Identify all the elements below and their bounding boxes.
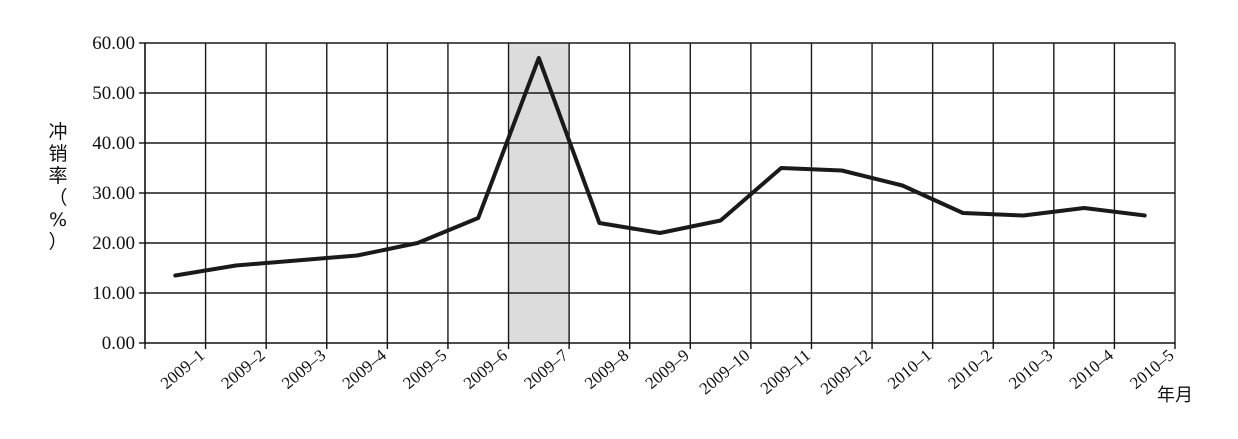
y-axis-label: 冲销率（%） xyxy=(48,121,67,253)
axes-layer xyxy=(139,42,1176,349)
x-tick-label: 2009–10 xyxy=(696,346,754,399)
y-axis-label-char: 冲 xyxy=(48,121,67,143)
grid-layer xyxy=(145,42,1176,343)
x-tick-label: 2009–6 xyxy=(460,346,511,393)
y-tick-label: 20.00 xyxy=(92,233,135,254)
x-tick-label: 2009–11 xyxy=(757,346,814,398)
x-tick-label: 2010–2 xyxy=(945,346,996,393)
x-tick-label: 2009–9 xyxy=(642,346,693,393)
x-tick-label: 2009–8 xyxy=(581,346,632,393)
x-tick-label: 2010–1 xyxy=(884,346,935,393)
y-tick-label: 30.00 xyxy=(92,183,135,204)
series-line xyxy=(173,56,1147,278)
x-tick-label: 2010–3 xyxy=(1005,346,1056,393)
x-tick-label: 2009–7 xyxy=(520,345,572,393)
x-tick-label: 2009–5 xyxy=(399,346,450,393)
y-tick-label: 0.00 xyxy=(102,333,135,354)
x-tick-labels: 2009–1 2009–2 2009–3 2009–4 2009–5 2009–6 2009… xyxy=(157,345,1178,398)
y-tick-label: 10.00 xyxy=(92,283,135,304)
x-axis-unit-label: 年月 xyxy=(1157,385,1193,406)
y-axis-label-char: 销 xyxy=(48,143,67,165)
y-tick-label: 60.00 xyxy=(92,33,135,54)
y-tick-label: 50.00 xyxy=(92,83,135,104)
x-tick-label: 2010–4 xyxy=(1066,345,1118,393)
x-tick-label: 2009–12 xyxy=(817,346,875,399)
x-tick-label: 2009–4 xyxy=(339,345,391,393)
x-tick-label: 2009–3 xyxy=(278,346,329,393)
line-layer xyxy=(173,56,1147,278)
y-axis-label-char: 率 xyxy=(48,165,67,187)
y-axis-label-char: % xyxy=(49,209,67,231)
x-tick-label: 2009–2 xyxy=(217,346,268,393)
y-tick-label: 40.00 xyxy=(92,133,135,154)
y-tick-labels: 0.00 10.00 20.00 30.00 40.00 50.00 60.00 xyxy=(92,33,135,354)
y-axis-label-char: ） xyxy=(48,231,67,253)
y-axis-label-char: （ xyxy=(48,187,67,209)
x-tick-label: 2009–1 xyxy=(157,346,208,393)
